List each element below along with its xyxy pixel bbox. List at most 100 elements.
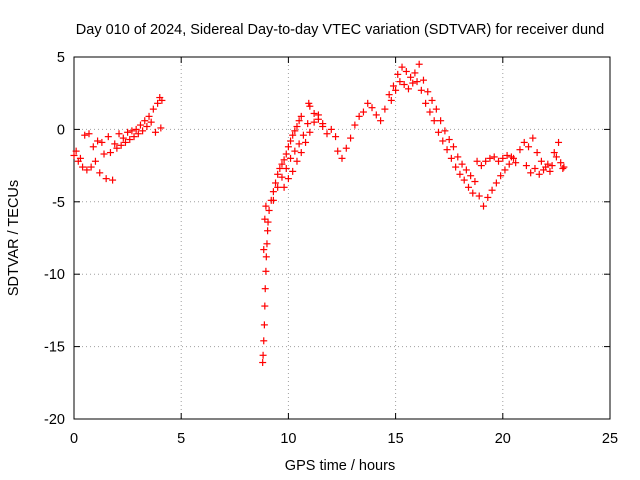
data-point <box>89 143 97 151</box>
data-point <box>486 154 494 162</box>
data-point <box>473 157 481 165</box>
data-point <box>456 170 464 178</box>
data-point <box>430 117 438 125</box>
data-point <box>70 151 78 159</box>
data-point <box>100 150 108 158</box>
data-point <box>259 351 267 359</box>
data-points <box>70 60 568 367</box>
data-point <box>265 206 273 214</box>
data-point <box>469 189 477 197</box>
data-point <box>396 78 404 86</box>
data-point <box>278 160 286 168</box>
axis-ticks: 0 5 10 15 20 25 -20 -15 -10 -5 0 5 <box>44 50 618 447</box>
data-point <box>415 60 423 68</box>
y-axis-label: SDTVAR / TECUs <box>6 180 22 296</box>
data-point <box>143 123 151 131</box>
x-axis-label: GPS time / hours <box>285 458 395 474</box>
data-point <box>338 154 346 162</box>
data-point <box>522 162 530 170</box>
data-point <box>111 140 119 148</box>
y-tick-label: 5 <box>57 50 65 66</box>
chart-title: Day 010 of 2024, Sidereal Day-to-day VTE… <box>76 22 604 38</box>
data-point <box>550 149 558 157</box>
data-point <box>392 86 400 94</box>
data-point <box>310 109 318 117</box>
data-point <box>269 196 277 204</box>
data-point <box>262 253 270 261</box>
x-tick-label: 20 <box>495 431 511 447</box>
data-point <box>145 112 153 120</box>
data-point <box>355 112 363 120</box>
data-point <box>460 176 468 184</box>
data-point <box>480 202 488 210</box>
data-point <box>535 170 543 178</box>
data-point <box>544 160 552 168</box>
y-tick-label: 0 <box>57 122 65 138</box>
data-point <box>287 154 295 162</box>
data-point <box>437 117 445 125</box>
data-point <box>83 166 91 174</box>
data-point <box>262 202 270 210</box>
data-point <box>157 124 165 132</box>
data-point <box>79 163 87 171</box>
data-point <box>263 240 271 248</box>
data-point <box>306 102 314 110</box>
data-point <box>540 166 548 174</box>
data-point <box>531 164 539 172</box>
data-point <box>274 170 282 178</box>
data-point <box>449 143 457 151</box>
data-point <box>477 162 485 170</box>
data-point <box>385 91 393 99</box>
data-point <box>299 131 307 139</box>
data-point <box>432 105 440 113</box>
data-point <box>261 285 269 293</box>
data-point <box>454 153 462 161</box>
data-point <box>411 69 419 77</box>
data-point <box>295 140 303 148</box>
data-point <box>327 125 335 133</box>
data-point <box>85 130 93 138</box>
data-point <box>264 227 272 235</box>
data-point <box>548 162 556 170</box>
data-point <box>121 138 129 146</box>
data-point <box>452 163 460 171</box>
data-point <box>447 154 455 162</box>
data-point <box>297 149 305 157</box>
data-point <box>91 157 99 165</box>
data-point <box>269 188 277 196</box>
data-point <box>147 118 155 126</box>
y-tick-label: -10 <box>44 267 65 283</box>
data-point <box>102 175 110 183</box>
data-point <box>555 138 563 146</box>
data-point <box>424 88 432 96</box>
data-point <box>560 163 568 171</box>
data-point <box>284 143 292 151</box>
x-tick-label: 10 <box>280 431 296 447</box>
data-point <box>136 121 144 129</box>
data-point <box>332 133 340 141</box>
data-point <box>516 146 524 154</box>
data-point <box>310 118 318 126</box>
data-point <box>482 157 490 165</box>
data-point <box>297 112 305 120</box>
data-point <box>282 164 290 172</box>
data-point <box>128 127 136 135</box>
data-point <box>280 183 288 191</box>
data-point <box>464 183 472 191</box>
x-tick-label: 25 <box>602 431 618 447</box>
data-point <box>289 167 297 175</box>
data-point <box>413 78 421 86</box>
data-point <box>130 133 138 141</box>
data-point <box>439 137 447 145</box>
data-point <box>445 136 453 144</box>
data-point <box>471 178 479 186</box>
data-point <box>404 85 412 93</box>
data-point <box>389 82 397 90</box>
data-point <box>306 128 314 136</box>
data-point <box>287 137 295 145</box>
data-point <box>260 337 268 345</box>
data-point <box>467 172 475 180</box>
data-point <box>141 117 149 125</box>
data-point <box>272 179 280 187</box>
data-point <box>441 127 449 135</box>
